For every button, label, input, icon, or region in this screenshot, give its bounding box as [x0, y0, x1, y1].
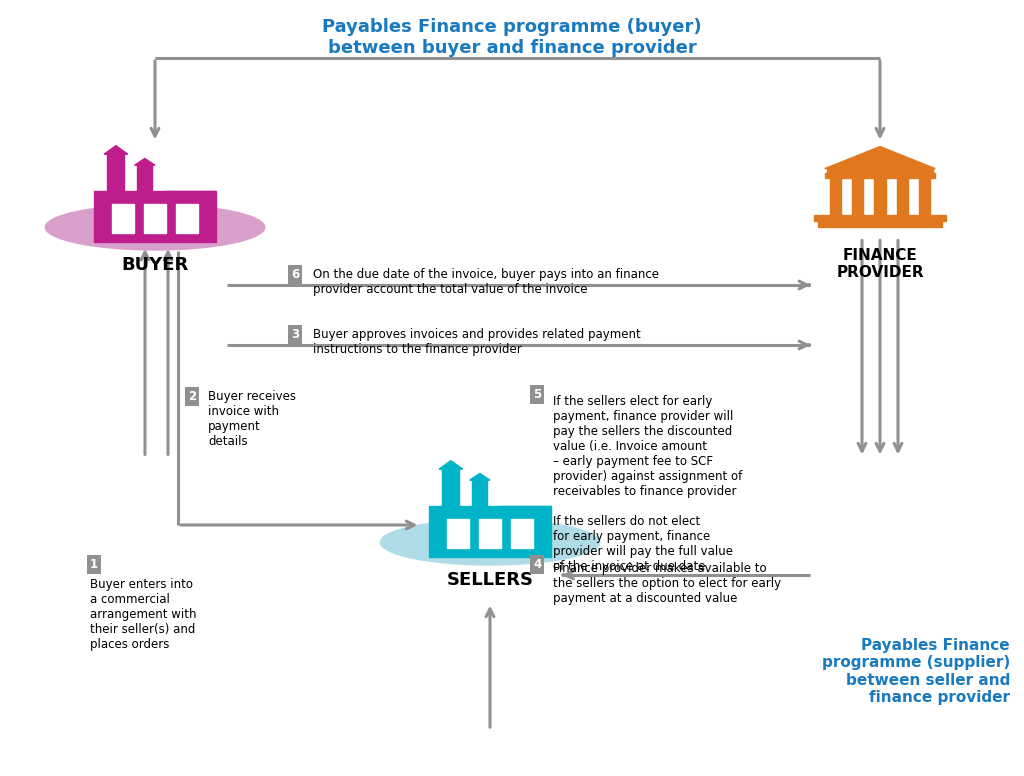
Polygon shape	[144, 203, 166, 234]
Ellipse shape	[380, 519, 600, 566]
Polygon shape	[818, 221, 942, 227]
Text: Payables Finance
programme (supplier)
between seller and
finance provider: Payables Finance programme (supplier) be…	[821, 638, 1010, 705]
Text: 6: 6	[291, 268, 299, 281]
Ellipse shape	[44, 204, 265, 251]
Text: On the due date of the invoice, buyer pays into an finance
provider account the : On the due date of the invoice, buyer pa…	[313, 268, 659, 296]
Polygon shape	[897, 178, 907, 216]
Text: Payables Finance programme (buyer)
between buyer and finance provider: Payables Finance programme (buyer) betwe…	[323, 18, 701, 57]
Polygon shape	[470, 473, 490, 480]
Text: 1: 1	[90, 558, 98, 571]
Text: 2: 2	[188, 390, 197, 403]
Text: Buyer receives
invoice with
payment
details: Buyer receives invoice with payment deta…	[208, 390, 296, 448]
Text: If the sellers elect for early
payment, finance provider will
pay the sellers th: If the sellers elect for early payment, …	[553, 395, 742, 573]
Polygon shape	[824, 147, 935, 168]
Polygon shape	[814, 216, 946, 221]
Text: BUYER: BUYER	[122, 256, 188, 274]
Polygon shape	[439, 461, 463, 469]
Polygon shape	[479, 518, 501, 549]
Polygon shape	[137, 165, 153, 191]
Polygon shape	[830, 178, 842, 216]
Polygon shape	[874, 178, 886, 216]
Text: 4: 4	[534, 558, 542, 571]
Text: 5: 5	[534, 388, 542, 401]
Polygon shape	[511, 518, 534, 549]
Polygon shape	[852, 178, 863, 216]
Polygon shape	[104, 146, 128, 154]
Text: 3: 3	[291, 328, 299, 341]
Text: Buyer enters into
a commercial
arrangement with
their seller(s) and
places order: Buyer enters into a commercial arrangeme…	[90, 578, 197, 651]
Polygon shape	[824, 173, 935, 178]
Polygon shape	[176, 203, 199, 234]
Polygon shape	[94, 191, 216, 242]
Text: FINANCE
PROVIDER: FINANCE PROVIDER	[837, 248, 924, 280]
Polygon shape	[919, 178, 930, 216]
Polygon shape	[134, 158, 155, 165]
Polygon shape	[108, 154, 124, 191]
Polygon shape	[442, 469, 460, 506]
Polygon shape	[827, 168, 933, 173]
Text: SELLERS: SELLERS	[446, 571, 534, 589]
Polygon shape	[429, 506, 551, 556]
Polygon shape	[472, 480, 487, 506]
Text: Buyer approves invoices and provides related payment
instructions to the finance: Buyer approves invoices and provides rel…	[313, 328, 641, 356]
Polygon shape	[446, 518, 469, 549]
Polygon shape	[112, 203, 134, 234]
Text: Finance provider makes available to
the sellers the option to elect for early
pa: Finance provider makes available to the …	[553, 562, 781, 605]
